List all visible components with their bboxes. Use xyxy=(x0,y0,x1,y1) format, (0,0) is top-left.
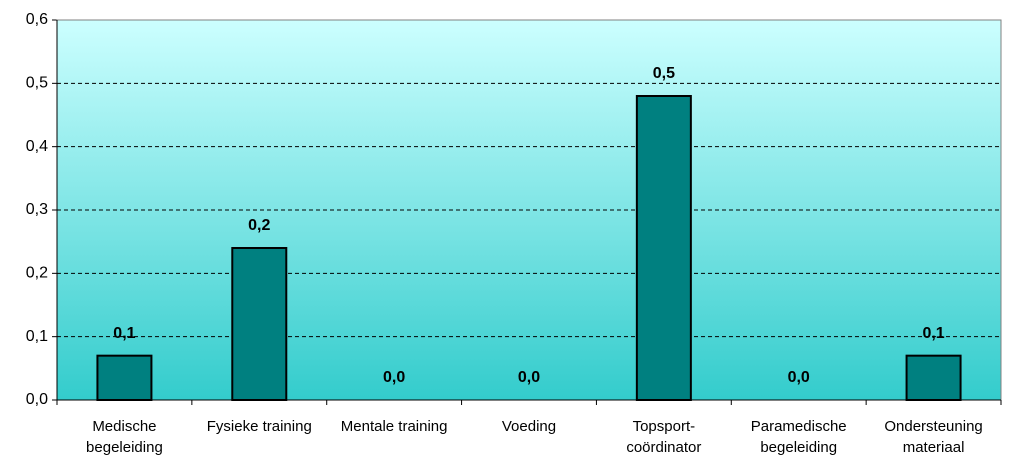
y-tick-label: 0,4 xyxy=(26,138,48,155)
value-label: 0,2 xyxy=(248,217,270,234)
x-tick-label: Topsport- coördinator xyxy=(626,418,702,456)
y-tick-label: 0,0 xyxy=(26,391,48,408)
bar xyxy=(905,354,962,401)
value-label: 0,1 xyxy=(922,325,944,342)
y-tick-label: 0,2 xyxy=(26,265,48,282)
y-tick-label: 0,3 xyxy=(26,201,48,218)
y-tick-label: 0,5 xyxy=(26,75,48,92)
y-tick-label: 0,1 xyxy=(26,328,48,345)
bar xyxy=(635,95,692,401)
bar xyxy=(231,247,288,401)
x-tick-label: Mentale training xyxy=(340,418,448,435)
bar xyxy=(96,354,153,401)
x-tick-label: Paramedische begeleiding xyxy=(750,418,847,456)
y-tick-label: 0,6 xyxy=(26,11,48,28)
x-tick-label: Voeding xyxy=(501,418,557,435)
value-label: 0,1 xyxy=(113,325,135,342)
value-label: 0,0 xyxy=(518,369,540,386)
x-tick-label: Fysieke training xyxy=(206,418,312,435)
x-tick-label: Medische begeleiding xyxy=(86,418,163,456)
x-tick-label: Ondersteuning materiaal xyxy=(884,418,983,456)
value-label: 0,0 xyxy=(788,369,810,386)
value-label: 0,0 xyxy=(383,369,405,386)
value-label: 0,5 xyxy=(653,65,675,82)
